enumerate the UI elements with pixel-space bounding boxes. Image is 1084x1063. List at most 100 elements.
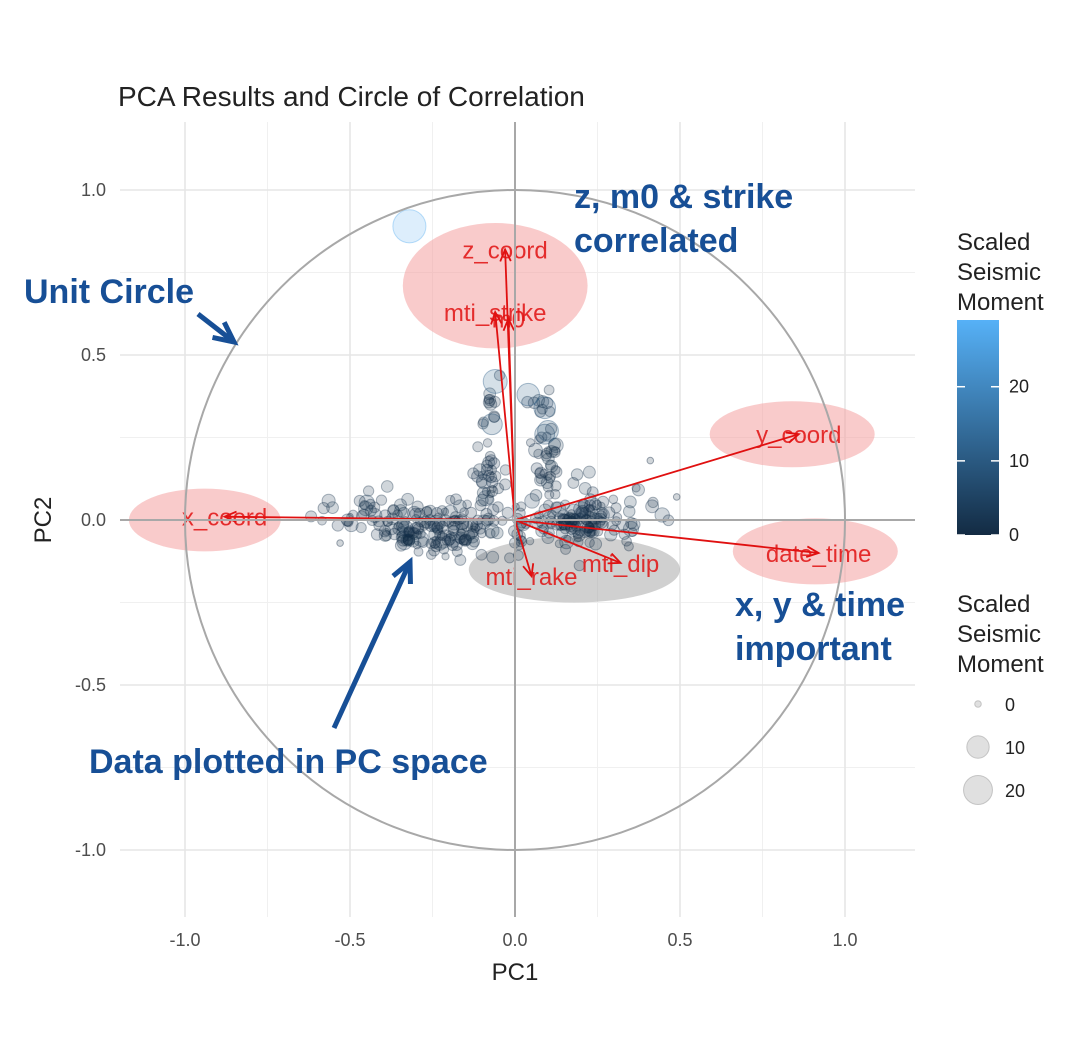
data-point <box>484 450 496 462</box>
data-point <box>516 501 527 512</box>
colorbar-tick-label: 0 <box>1009 525 1019 545</box>
data-point <box>394 498 408 512</box>
data-point <box>603 506 616 519</box>
data-point <box>380 480 394 493</box>
data-point <box>486 489 495 499</box>
loading-label-z_coord: z_coord <box>462 237 547 264</box>
data-point <box>454 533 466 544</box>
data-point <box>532 394 546 407</box>
data-point <box>482 438 493 448</box>
data-point <box>368 501 381 514</box>
data-point <box>435 532 451 549</box>
data-point <box>488 484 497 493</box>
data-point <box>471 470 484 483</box>
x-tick-label: 0.0 <box>502 930 527 950</box>
data-point <box>477 490 494 507</box>
data-point <box>446 539 459 552</box>
data-point <box>451 546 463 558</box>
data-point <box>567 512 580 526</box>
data-point <box>474 499 487 512</box>
annotations: z, m0 & strike correlated Unit Circle x, y … <box>24 178 905 781</box>
data-point <box>440 507 450 516</box>
data-point <box>529 489 543 502</box>
data-point <box>473 463 487 477</box>
data-point <box>482 396 495 409</box>
data-point <box>317 502 330 515</box>
x-tick-label: -1.0 <box>169 930 200 950</box>
data-point <box>468 536 481 548</box>
data-point <box>544 470 557 483</box>
annotation-text: important <box>735 630 892 668</box>
colorbar-tick-label: 20 <box>1009 377 1029 397</box>
data-point <box>413 546 424 557</box>
data-point <box>530 462 544 475</box>
data-point <box>382 527 391 537</box>
data-point <box>573 533 582 543</box>
arrowhead-date_time <box>805 545 821 558</box>
data-point <box>483 394 494 405</box>
unit-circle-arrow <box>196 312 236 344</box>
data-point <box>595 510 607 522</box>
data-point <box>537 420 559 442</box>
data-point <box>355 522 367 534</box>
annotation-text: Data plotted in PC space <box>89 743 488 781</box>
data-point <box>591 499 603 511</box>
data-point <box>647 496 659 509</box>
data-point <box>419 520 430 531</box>
data-point <box>445 494 456 506</box>
data-point <box>465 537 479 551</box>
data-point <box>411 500 424 513</box>
size-legend-label: 0 <box>1005 695 1015 715</box>
axes: -1.0 -0.5 0.0 0.5 1.0 -1.0 -0.5 0.0 0.5 1.0 <box>75 122 915 950</box>
data-point <box>560 543 572 555</box>
data-point <box>540 447 553 460</box>
data-point <box>394 539 408 552</box>
data-point <box>411 521 424 535</box>
data-points <box>305 209 681 572</box>
data-point <box>378 529 392 542</box>
data-point <box>534 473 548 487</box>
size-legend-key <box>963 775 993 805</box>
data-point <box>484 494 495 505</box>
data-point <box>428 527 442 541</box>
colorbar-tick-label: 10 <box>1009 451 1029 471</box>
data-point <box>623 495 637 509</box>
data-point <box>403 526 415 538</box>
data-point <box>467 467 480 480</box>
highlight-ellipse <box>468 536 680 603</box>
data-point <box>591 512 603 525</box>
y-tick-label: 0.0 <box>81 510 106 530</box>
data-point <box>380 530 392 542</box>
x-tick-label: -0.5 <box>334 930 365 950</box>
data-point <box>425 549 437 560</box>
data-point <box>397 520 414 537</box>
data-point <box>524 493 540 509</box>
data-point <box>588 498 602 511</box>
legend: Scaled Seismic Moment 0 10 20 Scaled Seismic Mom… <box>957 229 1044 805</box>
data-point <box>458 533 472 547</box>
data-point <box>582 465 596 479</box>
x-tick-label: 0.5 <box>667 930 692 950</box>
data-point <box>482 455 496 469</box>
data-point <box>572 527 584 540</box>
data-point <box>412 530 430 547</box>
data-point <box>395 531 409 544</box>
data-point <box>484 523 500 539</box>
unit-circle-arrow-head <box>211 321 239 346</box>
data-point <box>403 525 416 538</box>
data-point <box>458 535 469 546</box>
size-legend-title: Seismic <box>957 621 1041 648</box>
data-point <box>501 506 514 519</box>
data-point <box>402 534 414 546</box>
data-point <box>672 493 681 501</box>
colorbar <box>957 320 999 535</box>
arrowhead-y_coord <box>785 431 801 444</box>
data-point <box>447 521 460 534</box>
data-point <box>547 509 557 520</box>
data-point <box>583 504 596 517</box>
data-point <box>488 411 500 423</box>
arrowhead-z_coord <box>499 247 512 262</box>
data-point <box>490 526 504 540</box>
data-point <box>466 530 479 544</box>
